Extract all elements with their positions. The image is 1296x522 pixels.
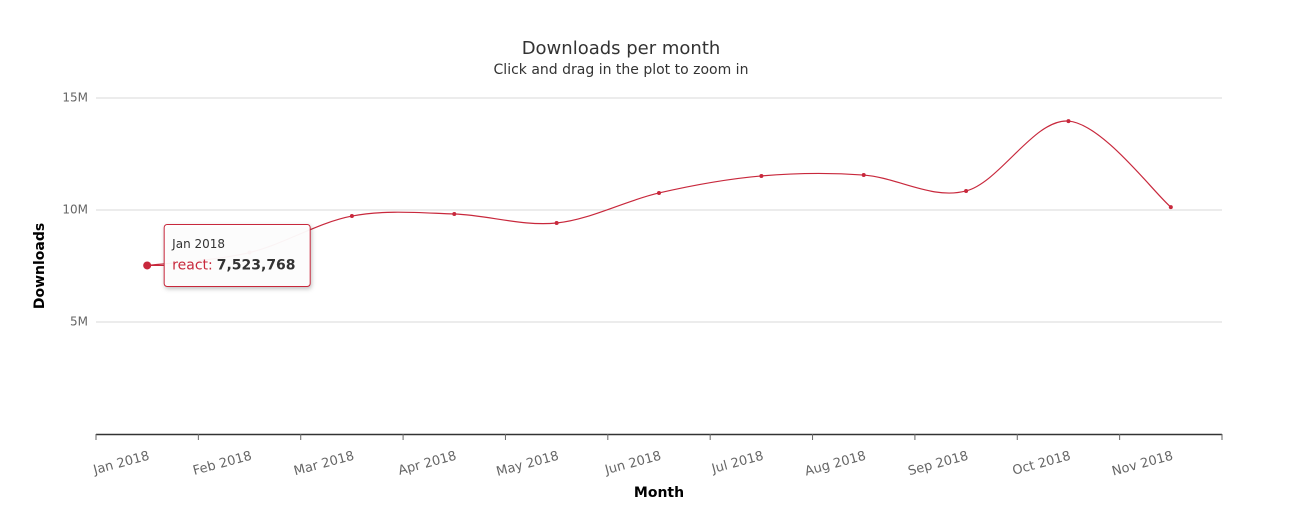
x-tick-label: Jun 2018 <box>603 449 663 479</box>
x-tick-label: Nov 2018 <box>1110 449 1174 480</box>
tooltip-title: Jan 2018 <box>171 237 225 251</box>
tooltip-separator: : <box>208 257 213 273</box>
x-tick-label: Mar 2018 <box>292 449 356 479</box>
x-tick-label: May 2018 <box>495 449 561 480</box>
y-tick-label: 10M <box>62 203 88 217</box>
point <box>861 173 866 178</box>
tooltip: Jan 2018 react:7,523,768 <box>147 223 311 287</box>
point <box>349 214 354 219</box>
y-tick-label: 5M <box>70 315 88 329</box>
chart-title: Downloads per month <box>522 38 721 59</box>
y-tick-label: 15M <box>62 91 88 105</box>
point <box>1066 119 1071 124</box>
x-tick-label: Sep 2018 <box>907 449 970 479</box>
tooltip-body: react:7,523,768 <box>172 257 295 273</box>
x-axis-title: Month <box>634 485 684 501</box>
x-tick-label: Apr 2018 <box>397 449 459 479</box>
x-tick-label: Jan 2018 <box>91 449 151 479</box>
x-tick-label: Aug 2018 <box>803 449 867 480</box>
point <box>759 173 764 178</box>
x-tick-label: Jul 2018 <box>709 449 765 477</box>
tooltip-box <box>163 223 311 287</box>
tooltip-value: 7,523,768 <box>217 257 296 273</box>
tooltip-series-name: react <box>172 257 208 273</box>
point <box>1168 205 1173 210</box>
point <box>452 212 457 217</box>
x-tick-label: Feb 2018 <box>191 449 253 479</box>
chart-subtitle: Click and drag in the plot to zoom in <box>494 62 749 78</box>
point <box>554 220 559 225</box>
point <box>964 188 969 193</box>
x-tick-label: Oct 2018 <box>1011 449 1073 479</box>
point <box>657 190 661 195</box>
y-axis-title: Downloads <box>32 223 48 309</box>
